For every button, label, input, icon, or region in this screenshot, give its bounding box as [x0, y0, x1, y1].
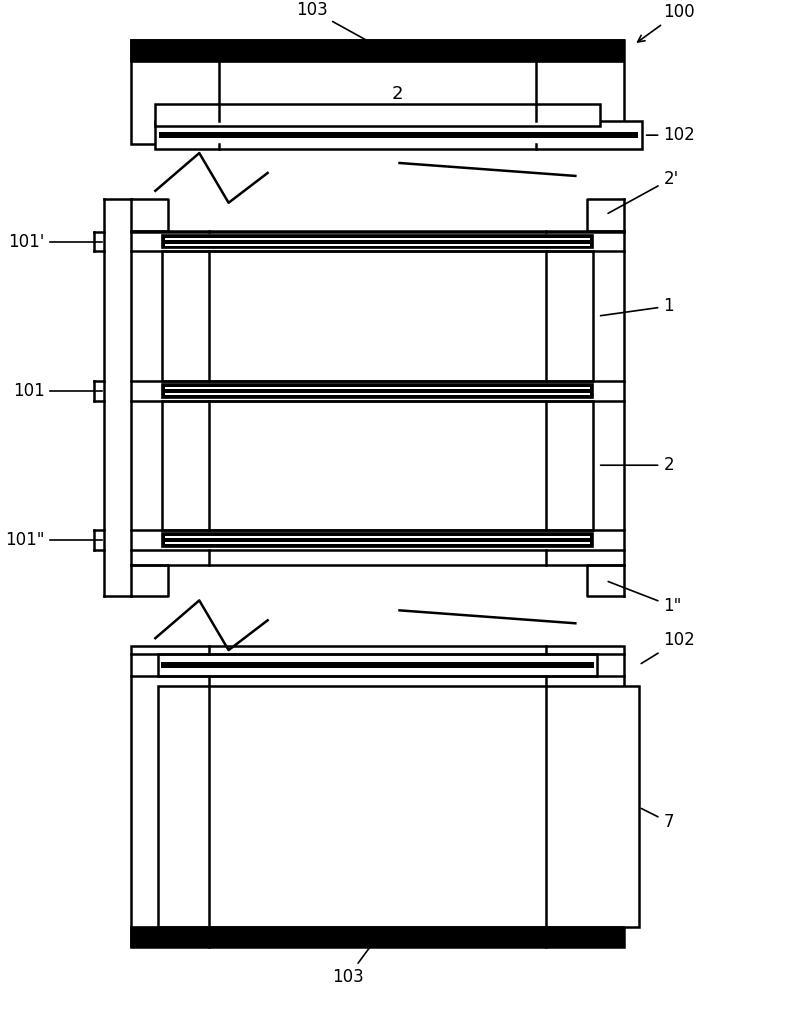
- Text: 101: 101: [13, 381, 45, 400]
- Bar: [162, 234, 593, 248]
- Text: 103: 103: [332, 939, 375, 986]
- Bar: [162, 251, 593, 380]
- Text: 7: 7: [642, 808, 674, 831]
- Bar: [158, 654, 597, 676]
- Bar: [158, 686, 639, 927]
- Text: 101": 101": [6, 531, 45, 549]
- Bar: [155, 104, 600, 126]
- Bar: [162, 401, 593, 530]
- Bar: [131, 927, 624, 947]
- Bar: [165, 386, 590, 395]
- Bar: [155, 121, 642, 149]
- Text: 2: 2: [391, 86, 403, 103]
- Bar: [131, 646, 624, 947]
- Bar: [165, 538, 590, 542]
- Text: 101': 101': [9, 232, 45, 250]
- Bar: [159, 132, 638, 138]
- Text: 102: 102: [646, 126, 695, 144]
- Bar: [161, 662, 594, 668]
- Bar: [165, 239, 590, 243]
- Text: 2': 2': [608, 170, 678, 213]
- Text: 1": 1": [608, 581, 682, 615]
- Text: 2: 2: [601, 456, 674, 474]
- Bar: [131, 39, 624, 144]
- Text: 100: 100: [638, 3, 695, 42]
- Bar: [165, 388, 590, 393]
- Text: 102: 102: [641, 632, 695, 664]
- Bar: [131, 39, 624, 62]
- Bar: [162, 533, 593, 547]
- Text: 103: 103: [296, 1, 378, 46]
- Bar: [165, 237, 590, 245]
- Bar: [162, 383, 593, 398]
- Bar: [165, 536, 590, 544]
- Text: 1: 1: [601, 297, 674, 316]
